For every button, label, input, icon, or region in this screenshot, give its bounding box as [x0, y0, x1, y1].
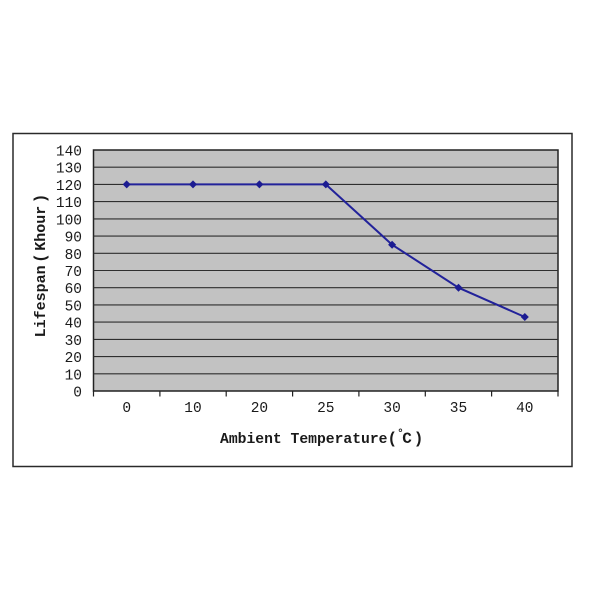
svg-text:110: 110	[56, 196, 82, 212]
svg-text:20: 20	[251, 401, 268, 417]
svg-text:120: 120	[56, 179, 82, 195]
svg-text:140: 140	[56, 145, 82, 161]
svg-text:0: 0	[122, 401, 131, 417]
svg-text:30: 30	[65, 334, 82, 350]
svg-text:40: 40	[65, 317, 82, 333]
svg-text:Ambient Temperature(°C): Ambient Temperature(°C)	[220, 429, 423, 449]
svg-text:40: 40	[516, 401, 533, 417]
svg-text:0: 0	[73, 386, 82, 402]
svg-text:10: 10	[184, 401, 201, 417]
svg-text:50: 50	[65, 299, 82, 315]
svg-text:130: 130	[56, 162, 82, 178]
svg-text:90: 90	[65, 231, 82, 247]
svg-text:100: 100	[56, 213, 82, 229]
svg-text:60: 60	[65, 282, 82, 298]
svg-text:Lifespan(Khour): Lifespan(Khour)	[32, 194, 50, 338]
svg-text:70: 70	[65, 265, 82, 281]
svg-text:10: 10	[65, 368, 82, 384]
svg-text:35: 35	[450, 401, 467, 417]
svg-text:30: 30	[383, 401, 400, 417]
svg-text:25: 25	[317, 401, 334, 417]
svg-text:80: 80	[65, 248, 82, 264]
svg-text:20: 20	[65, 351, 82, 367]
